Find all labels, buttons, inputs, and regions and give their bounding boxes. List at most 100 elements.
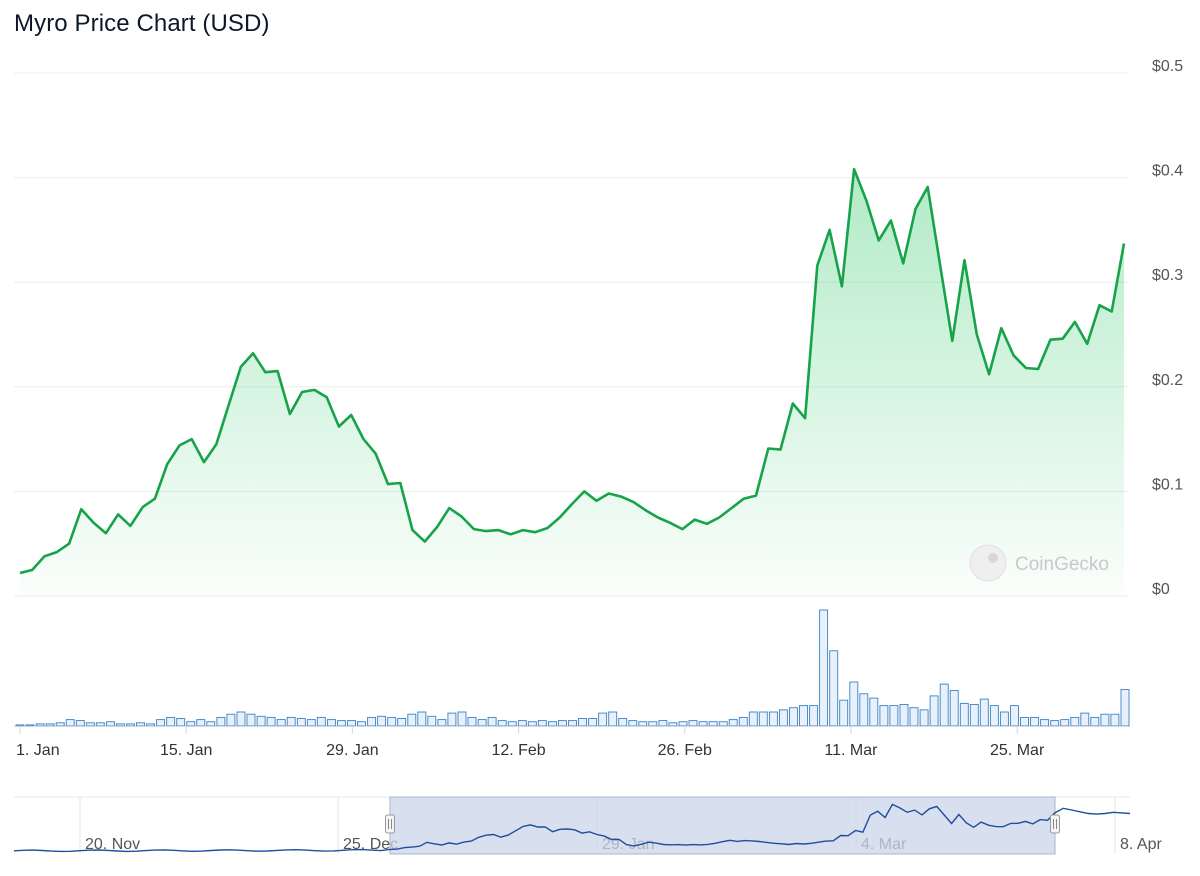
volume-bar bbox=[829, 650, 839, 727]
volume-bar bbox=[628, 720, 638, 727]
volume-bar bbox=[266, 716, 276, 727]
navigator-right-handle[interactable] bbox=[1050, 814, 1060, 834]
volume-bar bbox=[296, 718, 306, 727]
x-axis: 1. Jan 15. Jan 29. Jan 12. Feb 26. Feb 11. Ma… bbox=[16, 726, 1045, 759]
volume-bar bbox=[1110, 713, 1120, 727]
volume-bar bbox=[507, 721, 517, 727]
navigator-selection[interactable] bbox=[389, 796, 1056, 855]
volume-bar bbox=[156, 719, 166, 727]
volume-bar bbox=[728, 719, 738, 727]
volume-bar bbox=[347, 720, 356, 727]
volume-bar bbox=[15, 724, 25, 727]
volume-bar bbox=[236, 711, 246, 727]
volume-bar bbox=[25, 724, 35, 727]
volume-bar bbox=[718, 721, 728, 727]
x-tick-label: 11. Mar bbox=[824, 742, 878, 759]
volume-bar bbox=[799, 705, 808, 727]
volume-bar bbox=[1050, 720, 1060, 727]
volume-bar bbox=[959, 702, 969, 727]
volume-bar bbox=[316, 716, 326, 727]
volume-bar bbox=[698, 721, 708, 727]
price-line bbox=[19, 167, 1126, 575]
y-tick-label: $0.2 bbox=[1152, 372, 1183, 389]
volume-bar bbox=[939, 683, 949, 727]
volume-bar bbox=[999, 711, 1009, 727]
volume-bar bbox=[1080, 712, 1090, 727]
volume-bar bbox=[176, 718, 186, 727]
volume-bar bbox=[397, 718, 407, 727]
price-area-fill bbox=[20, 169, 1124, 596]
volume-bar bbox=[899, 704, 909, 727]
volume-bar bbox=[638, 721, 648, 727]
price-area bbox=[19, 167, 1126, 596]
volume-bar bbox=[447, 712, 457, 727]
volume-bar bbox=[387, 716, 397, 727]
handle-grip-icon[interactable] bbox=[385, 814, 395, 834]
volume-bar bbox=[708, 721, 718, 727]
volume-bar bbox=[557, 720, 567, 727]
volume-bar bbox=[588, 718, 598, 727]
volume-bar bbox=[537, 720, 547, 727]
volume-bars bbox=[14, 609, 1130, 727]
volume-bar bbox=[75, 720, 85, 727]
volume-bar bbox=[166, 716, 176, 727]
volume-bar bbox=[497, 720, 507, 727]
x-tick-label: 26. Feb bbox=[658, 742, 712, 759]
volume-bar bbox=[457, 711, 467, 727]
volume-bar bbox=[758, 711, 768, 727]
coingecko-eye-icon bbox=[988, 553, 998, 563]
volume-bar bbox=[246, 713, 256, 727]
volume-bar bbox=[608, 711, 618, 727]
volume-bar bbox=[889, 705, 899, 727]
volume-bar bbox=[45, 723, 55, 727]
volume-bar bbox=[306, 719, 316, 727]
navigator-left-handle[interactable] bbox=[385, 814, 395, 834]
coingecko-logo-icon bbox=[969, 544, 1007, 582]
volume-bar bbox=[618, 718, 628, 727]
x-tick-label: 1. Jan bbox=[16, 742, 60, 759]
volume-bar bbox=[658, 720, 668, 727]
y-tick-label: $0.5 bbox=[1152, 58, 1183, 75]
volume-bar bbox=[377, 715, 387, 727]
volume-bar bbox=[1040, 719, 1050, 727]
x-tick-label: 25. Mar bbox=[990, 742, 1045, 759]
volume-bar bbox=[95, 722, 105, 727]
handle-grip-icon[interactable] bbox=[1050, 814, 1060, 834]
volume-bar bbox=[879, 705, 889, 727]
volume-bar bbox=[105, 721, 115, 727]
volume-bar bbox=[909, 707, 919, 727]
volume-bar bbox=[979, 698, 989, 727]
volume-bar bbox=[65, 719, 75, 727]
volume-bar bbox=[206, 721, 216, 727]
volume-bar bbox=[126, 723, 135, 727]
navigator-tick-label: 20. Nov bbox=[85, 836, 140, 853]
x-tick-label: 15. Jan bbox=[160, 742, 212, 759]
y-tick-label: $0.4 bbox=[1152, 163, 1183, 180]
volume-bar bbox=[839, 699, 849, 727]
volume-bar bbox=[226, 713, 236, 727]
volume-bar bbox=[688, 720, 698, 727]
volume-bar bbox=[216, 716, 226, 727]
volume-bar bbox=[748, 711, 758, 727]
navigator-tick-label: 8. Apr bbox=[1120, 836, 1162, 853]
volume-bar bbox=[357, 721, 366, 727]
y-tick-label: $0.3 bbox=[1152, 267, 1183, 284]
y-tick-label: $0 bbox=[1152, 581, 1170, 598]
x-tick-label: 12. Feb bbox=[491, 742, 545, 759]
volume-bar bbox=[568, 720, 577, 727]
volume-bar bbox=[1020, 716, 1029, 727]
volume-bar bbox=[789, 707, 798, 727]
volume-bar bbox=[668, 722, 678, 727]
volume-bar bbox=[598, 712, 608, 727]
volume-bar bbox=[578, 718, 587, 727]
chart-title: Myro Price Chart (USD) bbox=[14, 10, 270, 37]
volume-bar bbox=[326, 719, 336, 727]
volume-bar bbox=[678, 721, 688, 727]
volume-bar bbox=[517, 720, 527, 727]
volume-bar bbox=[286, 716, 296, 727]
volume-bar bbox=[768, 711, 778, 727]
volume-bar bbox=[437, 719, 447, 727]
volume-bar bbox=[929, 695, 939, 727]
